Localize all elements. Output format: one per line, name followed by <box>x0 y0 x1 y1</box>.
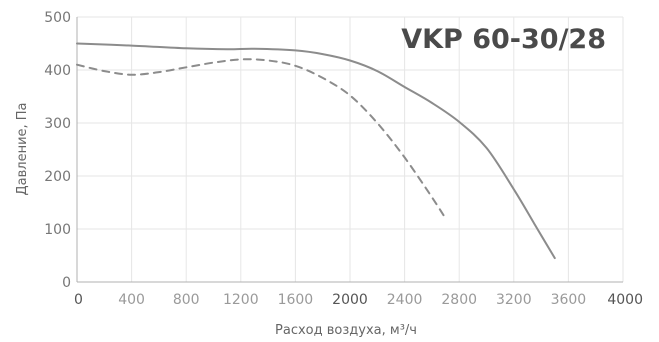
y-tick-label: 400 <box>44 63 71 79</box>
x-tick-label: 0 <box>74 292 83 308</box>
x-tick-label: 3600 <box>551 292 587 308</box>
x-axis-label: Расход воздуха, м³/ч <box>275 323 417 338</box>
dashed-curve <box>76 58 447 220</box>
y-tick-label: 0 <box>62 275 71 291</box>
x-tick-label: 4000 <box>607 292 643 308</box>
x-tick-labels: 0 400 800 1200 1600 2000 2400 2800 3200 3600 4000 <box>74 292 643 308</box>
x-tick-label: 1200 <box>223 292 259 308</box>
y-tick-label: 100 <box>44 222 71 238</box>
y-axis-label: Давление, Па <box>15 102 30 195</box>
y-tick-label: 300 <box>44 116 71 132</box>
x-tick-label: 3200 <box>496 292 532 308</box>
y-tick-labels: 0 100 200 300 400 500 <box>44 10 71 291</box>
axes <box>76 17 623 283</box>
x-tick-label: 2000 <box>332 292 368 308</box>
chart-title: VKP 60-30/28 <box>401 24 606 55</box>
y-tick-label: 200 <box>44 169 71 185</box>
x-tick-label: 2800 <box>441 292 477 308</box>
x-tick-label: 800 <box>173 292 200 308</box>
x-tick-label: 400 <box>118 292 145 308</box>
y-tick-label: 500 <box>44 10 71 26</box>
series-lines <box>76 42 556 260</box>
solid-curve <box>76 42 556 260</box>
x-tick-label: 1600 <box>278 292 314 308</box>
grid <box>77 16 624 282</box>
x-tick-label: 2400 <box>387 292 423 308</box>
